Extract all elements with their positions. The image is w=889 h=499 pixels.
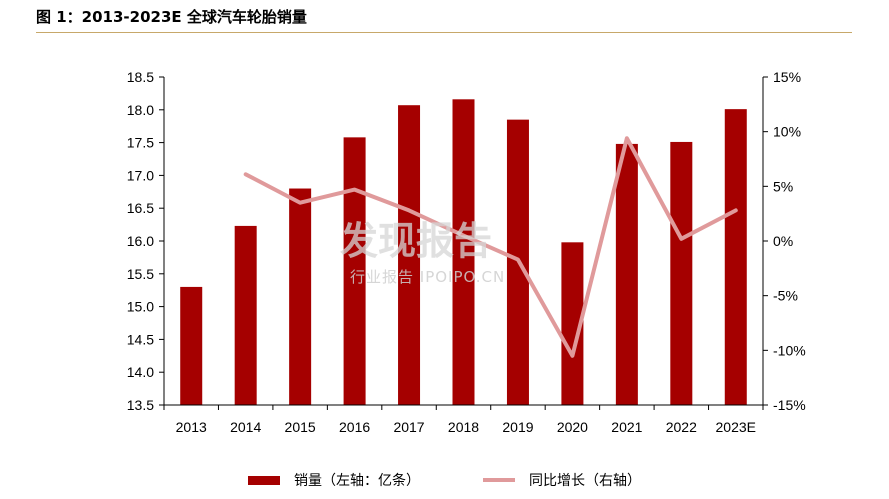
right-tick-label: 15% [773, 69, 801, 85]
x-tick-label: 2014 [230, 419, 261, 435]
axes-layer: 13.5 14.0 14.5 15.0 15.5 16.0 16.5 17.0 17.5 18.0… [127, 69, 806, 435]
legend: 销量（左轴：亿条） 同比增长（右轴） [0, 470, 889, 492]
growth-line [243, 136, 738, 358]
chart-canvas: 13.5 14.0 14.5 15.0 15.5 16.0 16.5 17.0 17.5 18.0… [127, 69, 806, 435]
left-tick-label: 14.5 [127, 331, 154, 347]
left-tick-label: 14.0 [127, 364, 154, 380]
x-tick-label: 2017 [393, 419, 424, 435]
x-tick-label: 2022 [666, 419, 697, 435]
left-tick-label: 15.5 [127, 266, 154, 282]
right-tick-label: -10% [773, 342, 806, 358]
bar-2021 [615, 143, 638, 406]
legend-label-growth: 同比增长（右轴） [529, 473, 641, 489]
bar-2016 [343, 137, 366, 406]
bar-2022 [670, 141, 693, 405]
right-tick-label: -15% [773, 397, 806, 413]
x-tick-label: 2021 [611, 419, 642, 435]
bar-2015 [289, 188, 312, 405]
bar-2020 [561, 242, 584, 405]
bar-2018 [452, 99, 475, 405]
bar-2014 [234, 225, 257, 405]
x-tick-label: 2013 [176, 419, 207, 435]
title-rule [36, 32, 852, 33]
right-tick-label: 10% [773, 124, 801, 140]
left-tick-label: 15.0 [127, 299, 154, 315]
x-tick-label: 2018 [448, 419, 479, 435]
left-tick-label: 18.0 [127, 102, 154, 118]
legend-swatch-bar [248, 475, 280, 485]
left-tick-label: 16.5 [127, 200, 154, 216]
bar-2023E [724, 109, 747, 406]
left-tick-label: 17.0 [127, 167, 154, 183]
right-tick-label: -5% [773, 288, 798, 304]
left-tick-label: 16.0 [127, 233, 154, 249]
left-tick-label: 13.5 [127, 397, 154, 413]
legend-item-growth: 同比增长（右轴） [483, 470, 641, 490]
x-tick-label: 2015 [285, 419, 316, 435]
left-tick-label: 18.5 [127, 69, 154, 85]
right-tick-label: 0% [773, 233, 793, 249]
x-tick-label: 2016 [339, 419, 370, 435]
x-tick-label: 2020 [557, 419, 588, 435]
bar-2017 [398, 105, 421, 405]
left-tick-label: 17.5 [127, 135, 154, 151]
chart-title: 图 1：2013-2023E 全球汽车轮胎销量 [36, 8, 307, 26]
legend-item-sales: 销量（左轴：亿条） [248, 470, 420, 490]
growth-line-layer [243, 136, 738, 358]
x-tick-label: 2023E [716, 419, 756, 435]
legend-swatch-line [483, 478, 515, 482]
legend-label-sales: 销量（左轴：亿条） [294, 473, 420, 489]
bar-2013 [180, 286, 203, 405]
right-tick-label: 5% [773, 178, 793, 194]
bars-layer [180, 99, 747, 406]
x-tick-label: 2019 [502, 419, 533, 435]
